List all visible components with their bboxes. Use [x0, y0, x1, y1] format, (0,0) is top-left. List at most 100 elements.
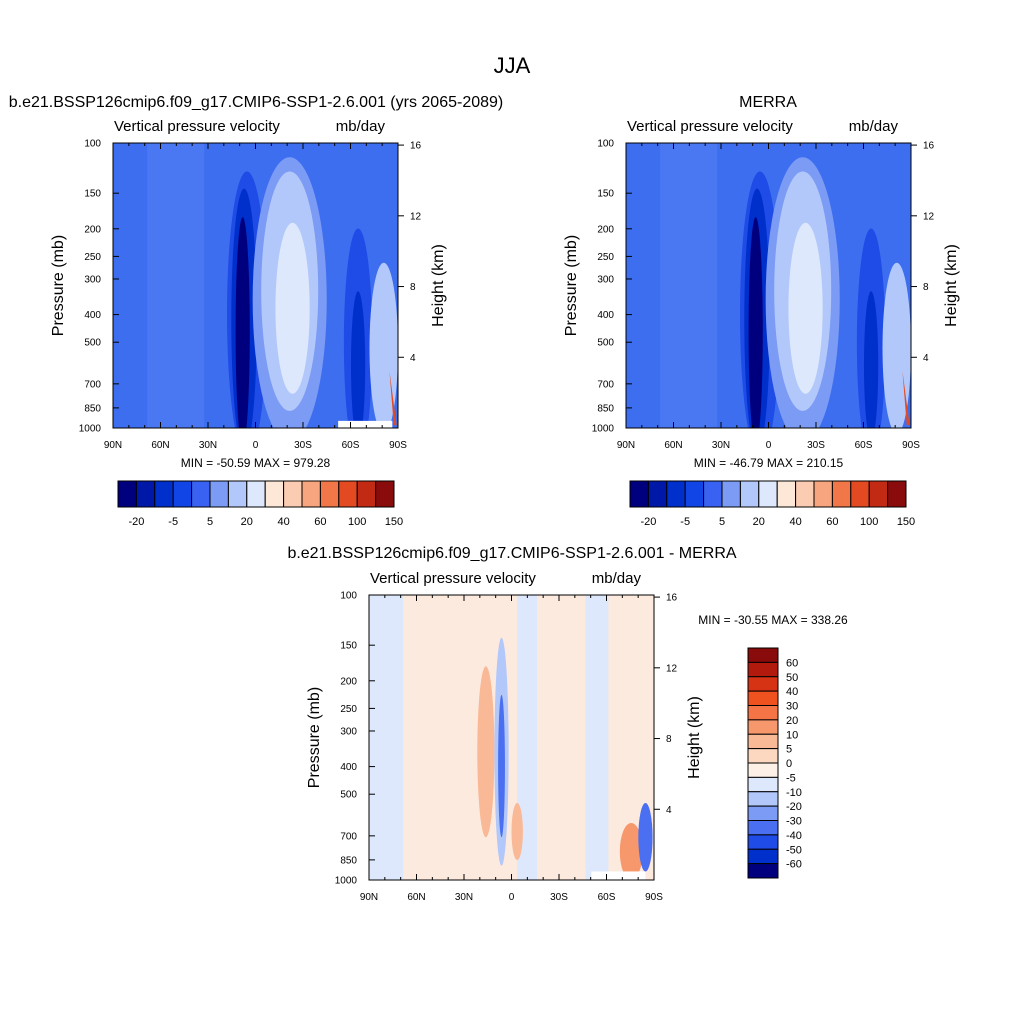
colorbar-swatch	[338, 480, 358, 508]
colorbar-swatch	[813, 480, 833, 508]
y-tick-label: 150	[84, 189, 101, 200]
colorbar-label: -40	[786, 830, 802, 842]
y-right-tick-label: 12	[923, 211, 935, 222]
colorbar-label: 100	[348, 516, 366, 528]
colorbar-label: 150	[385, 516, 403, 528]
y-right-tick-label: 4	[666, 805, 672, 816]
colorbar-swatch	[868, 480, 889, 508]
colorbar-label: 60	[786, 657, 798, 669]
colorbar-label: -20	[640, 516, 656, 528]
colorbar-swatch	[887, 480, 907, 508]
right-subtitle: mb/day	[849, 118, 899, 135]
x-tick-label: 30N	[712, 440, 730, 451]
colorbar-swatch	[747, 748, 779, 764]
colorbar-swatch	[747, 719, 779, 735]
field-blob	[275, 222, 310, 394]
x-tick-label: 30N	[455, 892, 473, 903]
y-right-axis-label: Height (km)	[686, 696, 703, 779]
left-subtitle: Vertical pressure velocity	[627, 118, 793, 135]
x-tick-label: 30N	[199, 440, 217, 451]
y-tick-label: 400	[340, 762, 357, 773]
colorbar-label: -20	[786, 801, 802, 813]
y-tick-label: 400	[597, 310, 614, 321]
x-tick-label: 30S	[294, 440, 312, 451]
colorbar-label: 100	[860, 516, 878, 528]
panel-title: MERRA	[739, 94, 797, 111]
colorbar-swatch	[666, 480, 686, 508]
y-right-tick-label: 8	[666, 734, 672, 745]
y-tick-label: 500	[340, 790, 357, 801]
y-tick-label: 100	[340, 591, 357, 602]
colorbar-swatch	[747, 661, 779, 678]
x-tick-label: 60N	[407, 892, 425, 903]
y-tick-label: 300	[597, 274, 614, 285]
colorbar-swatch	[758, 480, 778, 508]
y-tick-label: 200	[84, 224, 101, 235]
left-subtitle: Vertical pressure velocity	[370, 570, 536, 587]
colorbar-swatch	[191, 480, 211, 508]
colorbar-label: -5	[680, 516, 690, 528]
colorbar-swatch	[747, 705, 779, 721]
y-right-axis-label: Height (km)	[430, 244, 447, 327]
y-tick-label: 400	[84, 310, 101, 321]
y-tick-label: 850	[340, 855, 357, 866]
colorbar-label: 20	[786, 715, 798, 727]
colorbar-label: 5	[719, 516, 725, 528]
field-blob	[863, 291, 879, 428]
y-tick-label: 150	[340, 641, 357, 652]
field-band	[585, 595, 609, 880]
missing-data-mask	[591, 871, 646, 880]
x-tick-label: 90N	[360, 892, 378, 903]
x-tick-label: 90N	[104, 440, 122, 451]
min-max-stats: MIN = -30.55 MAX = 338.26	[698, 613, 848, 627]
colorbar-swatch	[172, 480, 193, 508]
colorbar-label: -60	[786, 859, 802, 871]
y-tick-label: 1000	[79, 424, 102, 435]
chart-panel-2: MERRA Vertical pressure velocity mb/day 100…	[563, 94, 960, 528]
field-band	[147, 143, 205, 428]
y-tick-label: 250	[340, 704, 357, 715]
field-blob	[511, 803, 523, 861]
colorbar-swatch	[747, 848, 779, 865]
field-band	[369, 595, 404, 880]
field-blob	[748, 217, 763, 428]
y-right-tick-label: 4	[410, 353, 416, 364]
colorbar-swatch	[776, 480, 797, 508]
contour-field	[113, 143, 398, 428]
colorbar-swatch	[375, 480, 395, 508]
y-tick-label: 500	[84, 338, 101, 349]
colorbar-swatch	[747, 805, 779, 821]
field-blob	[477, 666, 495, 838]
colorbar-label: 10	[786, 729, 798, 741]
colorbar-swatch	[319, 480, 340, 508]
x-tick-label: 60N	[151, 440, 169, 451]
colorbar-label: 50	[786, 672, 798, 684]
figure-title: JJA	[494, 53, 531, 78]
colorbar-swatch	[154, 480, 174, 508]
min-max-stats: MIN = -50.59 MAX = 979.28	[181, 456, 331, 470]
y-right-tick-label: 8	[410, 282, 416, 293]
y-tick-label: 150	[597, 189, 614, 200]
colorbar-label: 40	[277, 516, 289, 528]
colorbar-swatch	[721, 480, 741, 508]
colorbar-swatch	[831, 480, 852, 508]
y-tick-label: 850	[597, 403, 614, 414]
colorbar-label: 150	[897, 516, 915, 528]
y-right-axis-label: Height (km)	[943, 244, 960, 327]
colorbar-swatch	[283, 480, 303, 508]
x-tick-label: 60S	[598, 892, 616, 903]
x-tick-label: 0	[509, 892, 515, 903]
colorbar: -20 -5 5 20 40 60 100 150	[629, 480, 915, 528]
chart-panel-3: b.e21.BSSP126cmip6.f09_g17.CMIP6-SSP1-2.…	[287, 545, 848, 903]
x-tick-label: 30S	[550, 892, 568, 903]
x-tick-label: 30S	[807, 440, 825, 451]
panel-title: b.e21.BSSP126cmip6.f09_g17.CMIP6-SSP1-2.…	[9, 94, 504, 111]
colorbar-swatch	[209, 480, 229, 508]
colorbar-label: 20	[753, 516, 765, 528]
colorbar-swatch	[135, 480, 156, 508]
colorbar-label: -5	[168, 516, 178, 528]
colorbar-label: -10	[786, 787, 802, 799]
colorbar-label: -20	[128, 516, 144, 528]
colorbar-label: -50	[786, 844, 802, 856]
colorbar-swatch	[747, 647, 779, 663]
